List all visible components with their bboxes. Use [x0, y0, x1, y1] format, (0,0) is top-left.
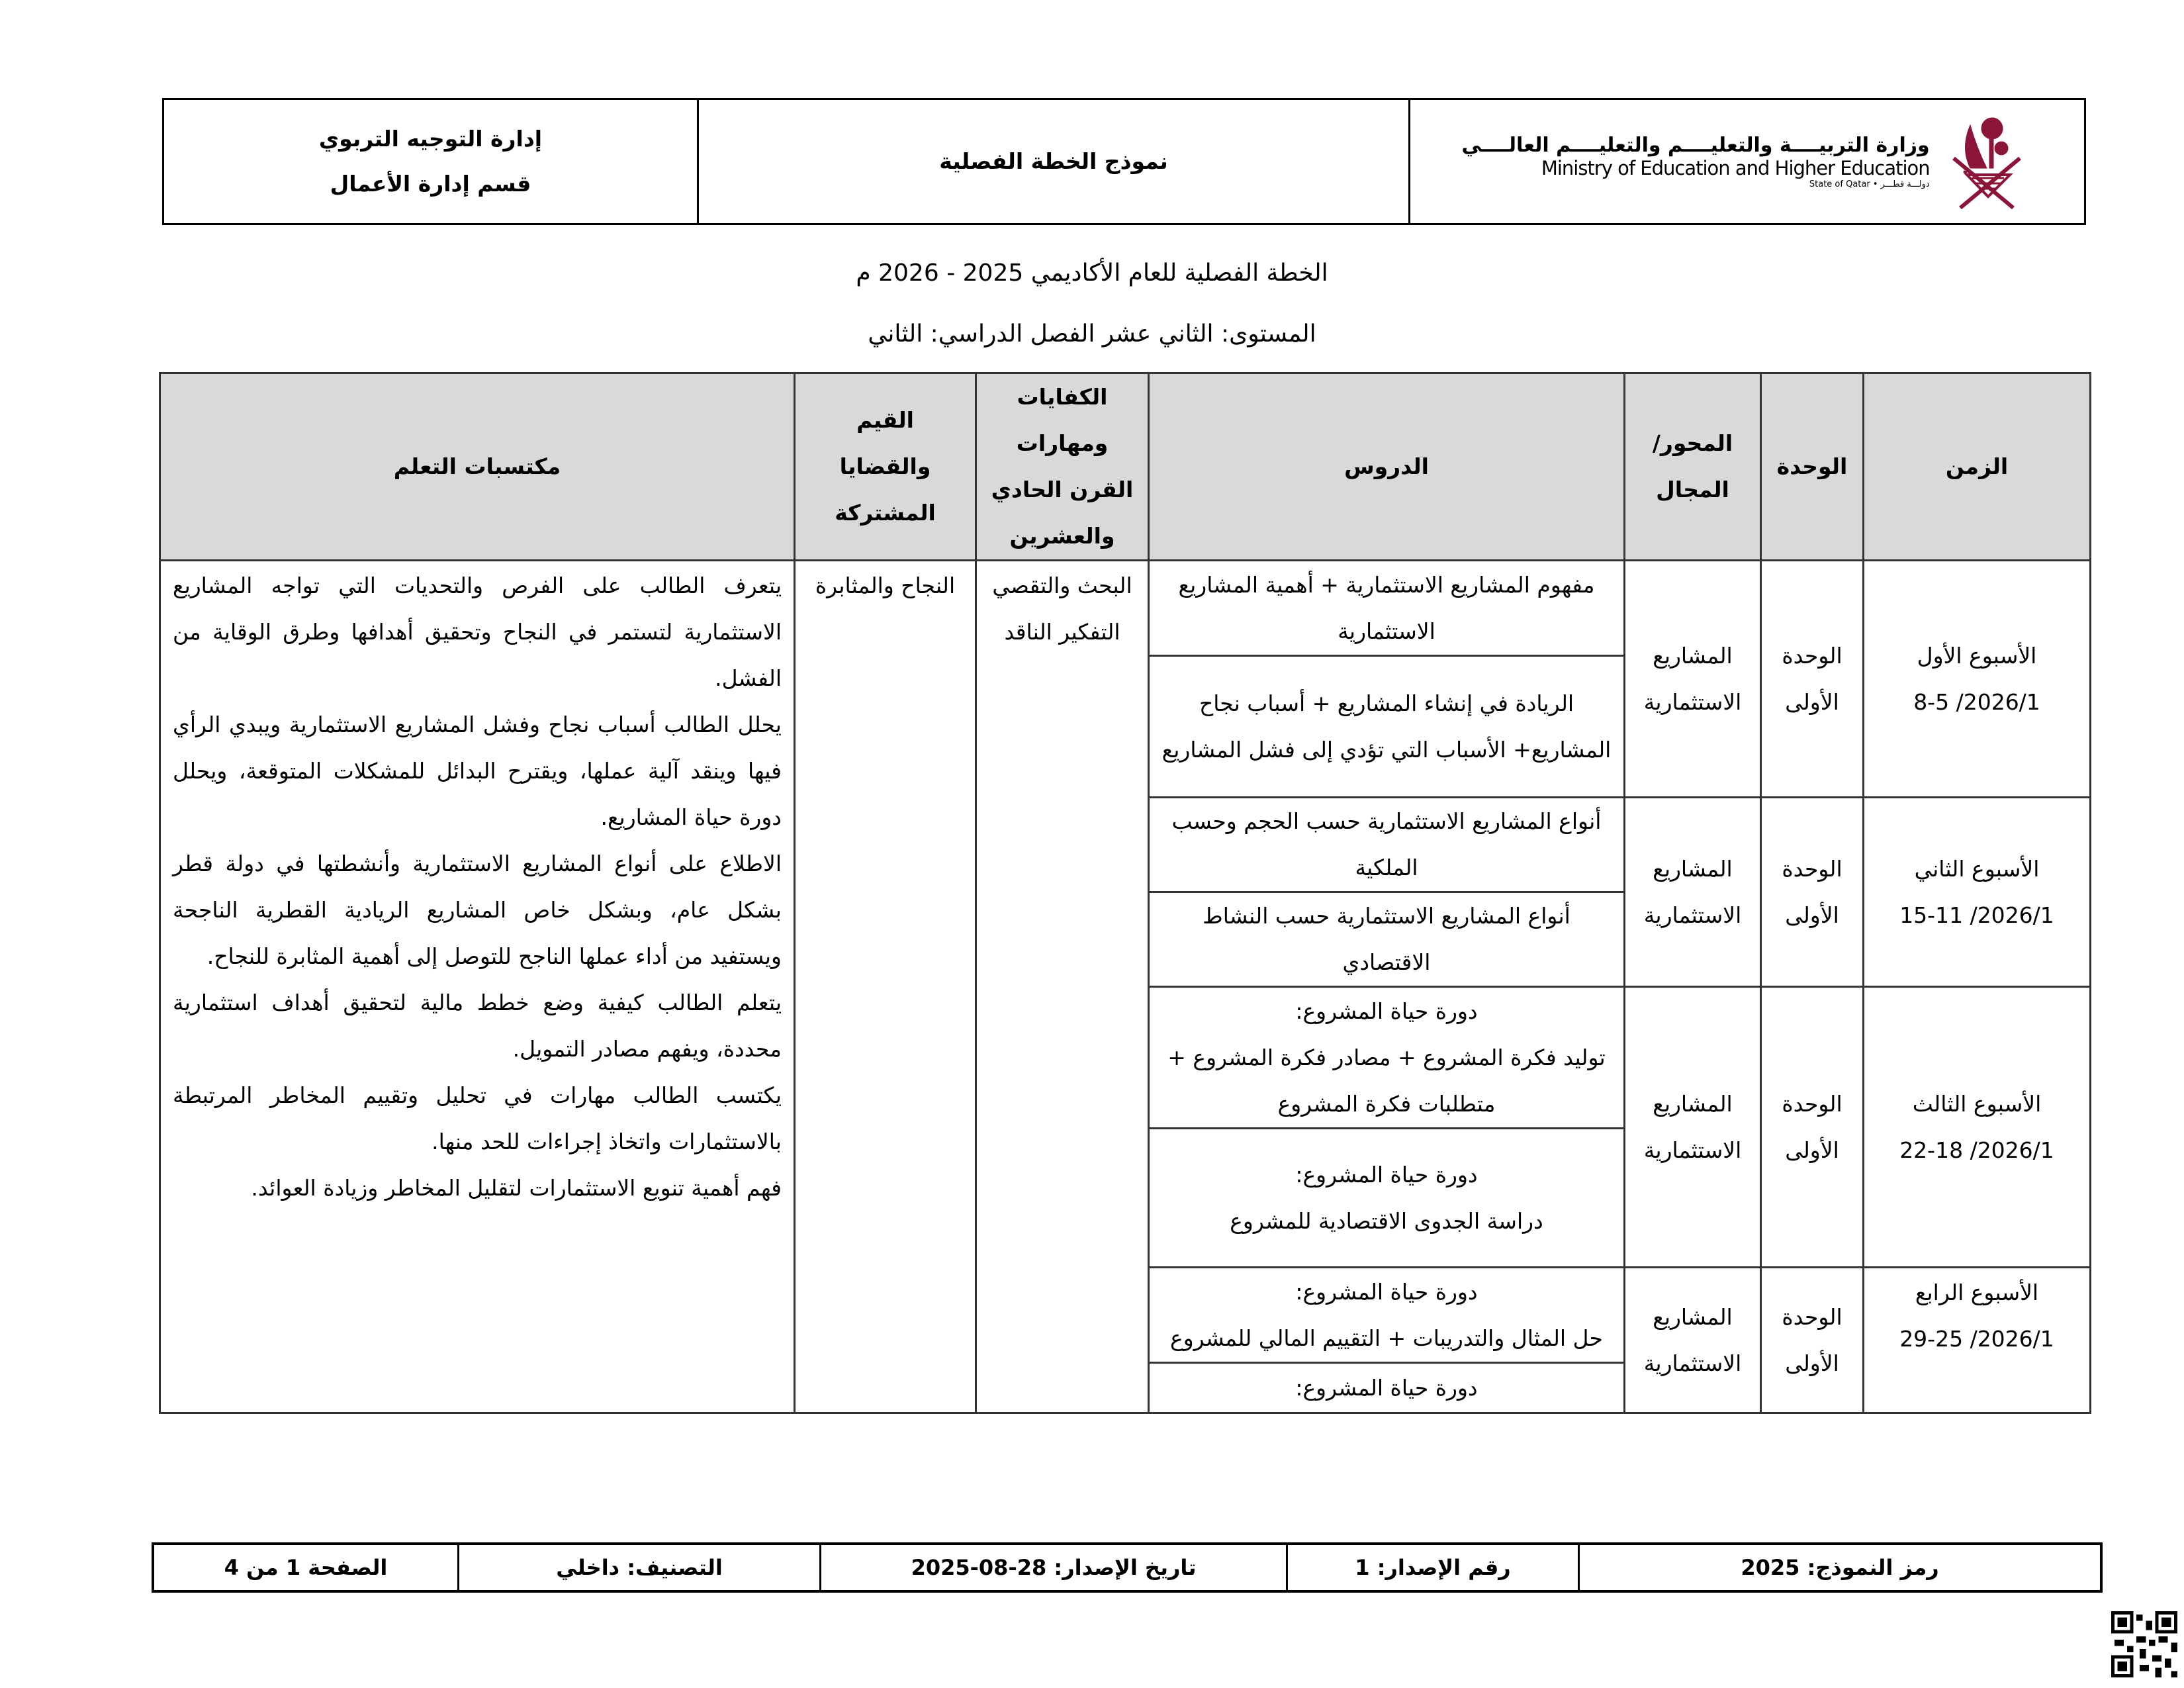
page-number: الصفحة 1 من 4 [154, 1545, 459, 1590]
outcome-item: فهم أهمية تنويع الاستثمارات لتقليل المخا… [251, 1175, 782, 1201]
header-lessons: الدروس [1148, 372, 1625, 561]
lesson-text: دراسة الجدوى الاقتصادية للمشروع [1230, 1207, 1543, 1234]
header-values: القيم والقضايا المشتركة [794, 372, 977, 561]
lesson-text: حل المثال والتدريبات + التقييم المالي لل… [1170, 1325, 1603, 1351]
level-semester: المستوى: الثاني عشر الفصل الدراسي: الثان… [868, 320, 1316, 348]
outcome-item: الاطلاع على أنواع المشاريع الاستثمارية و… [173, 851, 782, 969]
lesson-heading: دورة حياة المشروع: [1295, 1278, 1478, 1305]
form-title-cell: نموذج الخطة الفصلية [699, 100, 1410, 223]
department-cell: إدارة التوجيه التربوي قسم إدارة الأعمال [164, 100, 699, 223]
week-label: الأسبوع الأول [1917, 642, 2037, 669]
ministry-name-ar: وزارة التربيــــة والتعليــــم والتعليــ… [1461, 134, 1930, 157]
lesson-cell: الريادة في إنشاء المشاريع + أسباب نجاح ا… [1148, 655, 1625, 798]
axis-cell: المشاريع الاستثمارية [1623, 986, 1762, 1268]
axis-cell: المشاريع الاستثمارية [1623, 1266, 1762, 1414]
week-label: الأسبوع الرابع [1915, 1280, 2039, 1305]
lesson-text: توليد فكرة المشروع + مصادر فكرة المشروع … [1167, 1044, 1606, 1117]
outcome-item: يتعرف الطالب على الفرص والتحديات التي تو… [173, 573, 782, 691]
week-cell: الأسبوع الثاني 2026/1/ 15-11 [1862, 796, 2091, 988]
axis-cell: المشاريع الاستثمارية [1623, 559, 1762, 798]
table-row: دورة حياة المشروع: دراسة الجدوى الاقتصادي… [160, 1127, 2091, 1268]
week-cell: الأسبوع الثالث 2026/1/ 22-18 [1862, 986, 2091, 1268]
outcome-item: يتعلم الطالب كيفية وضع خطط مالية لتحقيق … [173, 990, 782, 1062]
lesson-cell: مفهوم المشاريع الاستثمارية + أهمية المشا… [1148, 559, 1625, 657]
form-code: رمز النموذج: 2025 [1741, 1555, 1939, 1580]
state-label: State of Qatar • دولـــة قطـــر [1809, 179, 1930, 189]
ministry-logo-text: وزارة التربيــــة والتعليــــم والتعليــ… [1461, 134, 1931, 189]
outcome-item: يحلل الطالب أسباب نجاح وفشل المشاريع الا… [173, 712, 782, 830]
form-title: نموذج الخطة الفصلية [939, 148, 1168, 174]
outcomes-cell: يتعرف الطالب على الفرص والتحديات التي تو… [159, 559, 796, 1414]
document-footer: الصفحة 1 من 4 التصنيف: داخلي تاريخ الإصد… [152, 1542, 2103, 1593]
issue-date: تاريخ الإصدار: 28-08-2025 [821, 1545, 1288, 1590]
lesson-cell: أنواع المشاريع الاستثمارية حسب النشاط ال… [1148, 891, 1625, 988]
table-row: أنواع المشاريع الاستثمارية حسب النشاط ال… [160, 891, 2091, 988]
lesson-heading: دورة حياة المشروع: [1295, 998, 1478, 1024]
section-name: قسم إدارة الأعمال [330, 171, 531, 197]
table-header-row: الزمن الوحدة المحور/ المجال الدروس الكفا… [159, 372, 2091, 561]
table-row: الأسبوع الرابع 2026/1/ 29-25 الوحدة الأول… [160, 1266, 2091, 1414]
lesson-cell: أنواع المشاريع الاستثمارية حسب الحجم وحس… [1148, 796, 1625, 893]
lesson-cell: دورة حياة المشروع: [1148, 1362, 1625, 1414]
classification: التصنيف: داخلي [459, 1545, 821, 1590]
lesson-cell: دورة حياة المشروع: توليد فكرة المشروع + م… [1148, 986, 1625, 1129]
version-number: رقم الإصدار: 1 [1288, 1545, 1580, 1590]
week-dates: 2026/1/ 29-25 [1899, 1326, 2054, 1352]
outcome-item: يكتسب الطالب مهارات في تحليل وتقييم المخ… [173, 1082, 782, 1154]
values-cell: النجاح والمثابرة [794, 559, 977, 1414]
unit-cell: الوحدة الأولى [1760, 1266, 1864, 1414]
ministry-name-en: Ministry of Education and Higher Educati… [1541, 157, 1931, 179]
header-time: الزمن [1862, 372, 2091, 561]
header-unit: الوحدة [1760, 372, 1864, 561]
table-row: دورة حياة المشروع: [160, 1362, 2091, 1414]
week-dates: 2026/1/ 8-5 [1913, 688, 2040, 715]
axis-cell: المشاريع الاستثمارية [1623, 796, 1762, 988]
week-label: الأسبوع الثاني [1914, 855, 2040, 882]
lesson-heading: دورة حياة المشروع: [1295, 1161, 1478, 1188]
lesson-cell: دورة حياة المشروع: دراسة الجدوى الاقتصادي… [1148, 1127, 1625, 1268]
qatar-emblem-icon [1952, 117, 2021, 210]
header-outcomes: مكتسبات التعلم [159, 372, 796, 561]
competencies-cell: البحث والتقصي التفكير الناقد [975, 559, 1150, 1414]
week-dates: 2026/1/ 22-18 [1899, 1137, 2054, 1163]
header-axis: المحور/ المجال [1623, 372, 1762, 561]
week-label: الأسبوع الثالث [1912, 1090, 2042, 1117]
plan-title: الخطة الفصلية للعام الأكاديمي 2025 - 202… [856, 259, 1328, 287]
week-cell: الأسبوع الرابع 2026/1/ 29-25 [1862, 1266, 2091, 1414]
table-row: الأسبوع الثالث 2026/1/ 22-18 الوحدة الأول… [160, 986, 2091, 1268]
table-row: الريادة في إنشاء المشاريع + أسباب نجاح ا… [160, 655, 2091, 798]
unit-cell: الوحدة الأولى [1760, 559, 1864, 798]
unit-cell: الوحدة الأولى [1760, 796, 1864, 988]
header-competencies: الكفايات ومهارات القرن الحادي والعشرين [975, 372, 1150, 561]
week-cell: الأسبوع الأول 2026/1/ 8-5 [1862, 559, 2091, 798]
semester-plan-table: الزمن الوحدة المحور/ المجال الدروس الكفا… [159, 372, 2091, 1414]
department-name: إدارة التوجيه التربوي [318, 126, 543, 152]
table-row: الأسبوع الأول 2026/1/ 8-5 الوحدة الأولى ا… [159, 559, 2091, 1414]
ministry-logo-cell: وزارة التربيــــة والتعليــــم والتعليــ… [1410, 100, 2084, 223]
unit-cell: الوحدة الأولى [1760, 986, 1864, 1268]
document-header: إدارة التوجيه التربوي قسم إدارة الأعمال … [162, 98, 2086, 225]
week-dates: 2026/1/ 15-11 [1899, 902, 2054, 928]
qr-code-icon [2111, 1611, 2177, 1677]
table-row: الأسبوع الثاني 2026/1/ 15-11 الوحدة الأول… [160, 796, 2091, 988]
lesson-cell: دورة حياة المشروع: حل المثال والتدريبات +… [1148, 1266, 1625, 1364]
